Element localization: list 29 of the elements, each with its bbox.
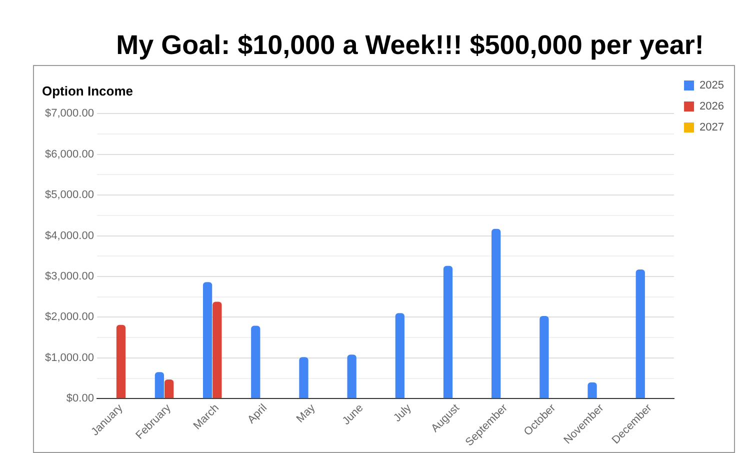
y-tick-label: $1,000.00 <box>45 352 94 364</box>
bar <box>443 266 453 398</box>
y-tick-label: $4,000.00 <box>45 230 94 242</box>
bar <box>492 228 501 398</box>
chart-title: My Goal: $10,000 a Week!!! $500,000 per year! <box>115 30 705 61</box>
y-tick-label: $2,000.00 <box>45 311 94 324</box>
bar <box>395 313 404 398</box>
bar <box>251 326 260 398</box>
bar <box>588 382 597 398</box>
y-tick-label: $6,000.00 <box>45 148 94 160</box>
bar <box>154 372 164 398</box>
y-tick-label: $7,000.00 <box>45 108 94 120</box>
bar <box>347 354 356 398</box>
x-tick-label: May <box>294 402 318 426</box>
bar <box>164 379 174 398</box>
legend-label: 2027 <box>700 122 724 134</box>
bar <box>116 324 126 398</box>
legend-label: 2026 <box>700 100 724 113</box>
bar <box>636 270 645 398</box>
x-tick-label: July <box>391 402 414 424</box>
bar <box>202 282 212 398</box>
chart-subtitle: Option Income <box>42 83 133 98</box>
legend-label: 2025 <box>700 80 724 92</box>
y-tick-label: $3,000.00 <box>45 270 94 282</box>
y-tick-label: $0.00 <box>66 392 94 405</box>
y-tick-label: $5,000.00 <box>45 189 94 202</box>
bar <box>212 302 222 398</box>
bar <box>299 357 308 398</box>
bar <box>540 316 549 398</box>
